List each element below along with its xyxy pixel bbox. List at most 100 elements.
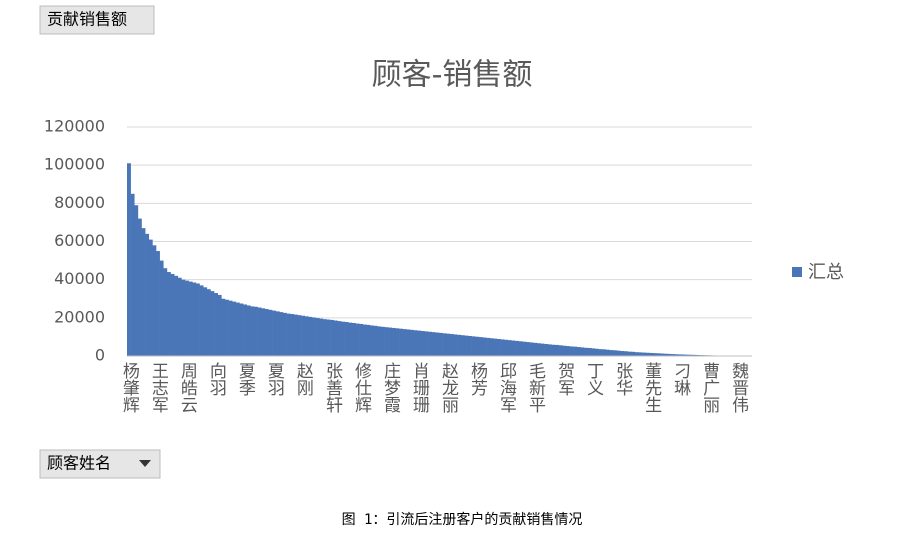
- bar: [541, 344, 545, 356]
- bar: [203, 287, 207, 356]
- x-tick-label: 贺军: [554, 362, 575, 396]
- bar: [551, 345, 555, 356]
- bar: [272, 311, 276, 356]
- bar: [214, 293, 218, 356]
- bar: [609, 350, 613, 356]
- axis-field-label: 顾客姓名: [47, 454, 111, 473]
- bar: [570, 346, 574, 356]
- bar: [606, 350, 610, 356]
- bar: [446, 334, 450, 356]
- bar: [374, 326, 378, 356]
- bar: [479, 337, 483, 356]
- bar: [475, 337, 479, 356]
- bar: [178, 278, 182, 356]
- bar: [599, 349, 603, 356]
- bar: [482, 337, 486, 356]
- bar: [595, 349, 599, 356]
- x-tick-label: 王志军: [148, 362, 169, 413]
- x-tick-label: 赵龙丽: [438, 362, 459, 414]
- bar: [410, 330, 414, 356]
- bar: [377, 326, 381, 356]
- bar: [577, 347, 581, 356]
- bar: [247, 305, 251, 356]
- bar: [617, 351, 621, 356]
- bar: [388, 328, 392, 356]
- bar: [326, 320, 330, 356]
- bar: [134, 205, 138, 356]
- bar: [421, 331, 425, 356]
- bar: [185, 281, 189, 356]
- bar: [628, 352, 632, 356]
- bar: [468, 336, 472, 356]
- bar: [613, 350, 617, 356]
- bar: [287, 314, 291, 356]
- bar: [548, 344, 552, 356]
- bar: [254, 307, 258, 356]
- bar: [490, 338, 494, 356]
- bar: [526, 342, 530, 356]
- bar: [432, 332, 436, 356]
- legend-swatch: [792, 267, 802, 277]
- bar: [591, 348, 595, 356]
- bar: [406, 329, 410, 356]
- bar: [395, 328, 399, 356]
- bar: [265, 309, 269, 356]
- bar: [392, 328, 396, 356]
- x-tick-label: 赵刚: [293, 362, 314, 397]
- bar: [239, 304, 243, 356]
- value-field-label: 贡献销售额: [47, 10, 127, 29]
- bar: [232, 302, 236, 356]
- bar: [638, 352, 642, 356]
- bar: [294, 315, 298, 356]
- bar: [283, 313, 287, 356]
- bar: [348, 323, 352, 356]
- bar: [486, 338, 490, 356]
- bar: [243, 304, 247, 356]
- bar: [316, 318, 320, 356]
- bar: [127, 163, 131, 356]
- x-tick-label: 丁义: [583, 362, 604, 396]
- y-tick-label: 60000: [54, 231, 105, 250]
- x-tick-label: 修仕辉: [351, 362, 372, 413]
- bar: [464, 336, 468, 356]
- bar: [319, 319, 323, 356]
- bar: [363, 325, 367, 356]
- bar: [631, 352, 635, 356]
- bar: [330, 320, 334, 356]
- bar: [312, 317, 316, 356]
- chart-title: 顾客-销售额: [372, 58, 533, 93]
- bar: [453, 334, 457, 356]
- bar: [588, 348, 592, 356]
- bar: [533, 343, 537, 356]
- bar: [305, 316, 309, 356]
- bar: [504, 340, 508, 356]
- x-tick-label: 张华: [612, 362, 633, 396]
- x-tick-label: 夏季: [235, 362, 256, 397]
- bar: [457, 335, 461, 356]
- bar: [356, 324, 360, 356]
- bar: [236, 303, 240, 356]
- bar: [381, 327, 385, 356]
- bar: [218, 295, 222, 356]
- bar: [580, 347, 584, 356]
- legend-label: 汇总: [808, 262, 844, 283]
- x-tick-label: 毛新平: [525, 362, 546, 413]
- bar: [156, 251, 160, 356]
- bar: [250, 306, 254, 356]
- bar: [530, 342, 534, 356]
- bar: [323, 319, 327, 356]
- bar: [276, 311, 280, 356]
- bar: [160, 261, 164, 356]
- bar: [167, 272, 171, 356]
- bar: [308, 317, 312, 356]
- bar: [341, 322, 345, 356]
- x-tick-label: 周皓云: [177, 362, 198, 413]
- bar: [142, 228, 146, 356]
- x-tick-label: 刁琳: [670, 362, 691, 396]
- bar: [519, 341, 523, 356]
- x-tick-label: 向羽: [206, 362, 227, 396]
- bar: [508, 340, 512, 356]
- bar: [403, 329, 407, 356]
- bar: [352, 323, 356, 356]
